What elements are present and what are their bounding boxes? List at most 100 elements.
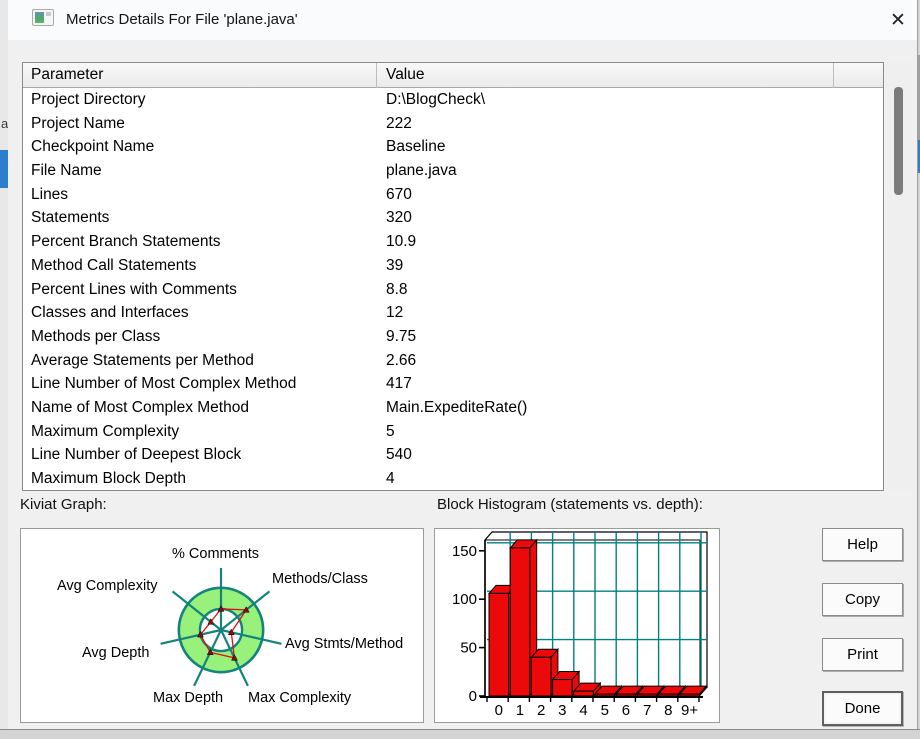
parameter-cell: Checkpoint Name	[31, 138, 155, 156]
value-cell: 222	[386, 114, 412, 132]
table-row[interactable]: Maximum Complexity 5	[23, 420, 883, 444]
print-button[interactable]: Print	[822, 638, 903, 671]
kiviat-axis-label-comments: % Comments	[172, 546, 260, 562]
table-row[interactable]: Checkpoint Name Baseline	[23, 135, 883, 159]
close-button[interactable]: ✕	[890, 9, 906, 31]
table-row[interactable]: Classes and Interfaces 12	[23, 301, 883, 325]
histogram-bar	[530, 656, 552, 697]
copy-button[interactable]: Copy	[822, 583, 903, 616]
table-row[interactable]: Maximum Block Depth 4	[23, 467, 883, 490]
background-selection-fragment	[916, 140, 920, 173]
histogram-y-tick-label: 50	[460, 640, 477, 657]
kiviat-axis-label-avg-depth: Avg Depth	[82, 645, 150, 661]
histogram-x-tick-label: 3	[558, 702, 566, 719]
histogram-y-tick-label: 150	[452, 543, 477, 560]
kiviat-data-marker	[207, 618, 215, 625]
kiviat-data-marker	[231, 654, 238, 661]
table-row[interactable]: Percent Branch Statements 10.9	[23, 230, 883, 254]
vertical-scrollbar[interactable]	[886, 62, 912, 491]
parameter-cell: Line Number of Most Complex Method	[31, 375, 297, 393]
value-cell: 10.9	[386, 233, 417, 251]
value-cell: 8.8	[386, 280, 408, 298]
table-row[interactable]: Line Number of Deepest Block 540	[23, 443, 883, 467]
histogram-x-tick-label: 7	[643, 702, 651, 719]
metrics-table: Parameter Value Project Directory D:\Blog…	[22, 62, 884, 491]
value-cell: D:\BlogCheck\	[386, 91, 486, 108]
histogram-section-label: Block Histogram (statements vs. depth):	[437, 496, 703, 513]
histogram-bar	[488, 592, 509, 697]
parameter-cell: Method Call Statements	[31, 256, 197, 274]
histogram-y-tick-label: 0	[469, 688, 477, 705]
histogram-y-tick-label: 100	[452, 591, 477, 608]
value-cell: 9.75	[386, 327, 417, 345]
metrics-table-body: Project Directory D:\BlogCheck\ Project Na…	[23, 88, 883, 490]
table-row[interactable]: Project Directory D:\BlogCheck\	[23, 88, 883, 112]
kiviat-axis-label-max-complexity: Max Complexity	[248, 690, 352, 706]
histogram-x-tick-label: 4	[579, 702, 587, 719]
histogram-x-tick-label: 2	[537, 702, 545, 719]
histogram-bar	[594, 693, 615, 697]
parameter-cell: Project Name	[31, 114, 125, 132]
value-cell: 39	[386, 256, 404, 274]
scrollbar-thumb[interactable]	[894, 87, 903, 195]
column-header-blank	[834, 63, 883, 88]
column-header-value[interactable]: Value	[377, 63, 834, 88]
parameter-cell: Statements	[31, 209, 110, 227]
table-row[interactable]: Statements 320	[23, 206, 883, 230]
value-cell: 4	[386, 470, 395, 487]
kiviat-spoke	[160, 628, 222, 645]
done-button[interactable]: Done	[822, 691, 903, 726]
parameter-cell: File Name	[31, 162, 102, 180]
value-cell: Baseline	[386, 138, 446, 156]
kiviat-section-label: Kiviat Graph:	[20, 496, 107, 513]
table-row[interactable]: Name of Most Complex Method Main.Expedite…	[23, 396, 883, 420]
kiviat-axis-label-max-depth: Max Depth	[153, 690, 224, 706]
table-row[interactable]: Methods per Class 9.75	[23, 325, 883, 349]
histogram-bar	[679, 693, 700, 697]
kiviat-axis-label-methods-class: Methods/Class	[272, 571, 368, 587]
value-cell: 2.66	[386, 351, 417, 369]
table-row[interactable]: Project Name 222	[23, 112, 883, 136]
window-title: Metrics Details For File 'plane.java'	[66, 11, 298, 28]
table-row[interactable]: Lines 670	[23, 183, 883, 207]
kiviat-axis-label-avg-stmts: Avg Stmts/Method	[285, 636, 404, 652]
kiviat-axis-label-avg-complexity: Avg Complexity	[57, 578, 158, 594]
table-row[interactable]: Method Call Statements 39	[23, 254, 883, 278]
app-icon-picture	[35, 12, 44, 23]
table-row[interactable]: Average Statements per Method 2.66	[23, 349, 883, 373]
parameter-cell: Average Statements per Method	[31, 351, 254, 369]
table-row[interactable]: File Name plane.java	[23, 159, 883, 183]
value-cell: 320	[386, 209, 412, 227]
table-header: Parameter Value	[23, 63, 883, 88]
histogram-x-tick-label: 5	[601, 702, 609, 719]
column-header-parameter[interactable]: Parameter	[23, 63, 377, 88]
parameter-cell: Percent Branch Statements	[31, 233, 221, 251]
kiviat-data-marker	[242, 606, 250, 613]
kiviat-data-marker	[227, 628, 235, 635]
parameter-cell: Percent Lines with Comments	[31, 280, 237, 298]
background-text-fragment: a	[1, 116, 9, 131]
histogram-x-tick-label: 6	[622, 702, 630, 719]
value-cell: 540	[386, 446, 412, 464]
value-cell: Main.ExpediteRate()	[386, 398, 528, 416]
histogram-bar	[509, 547, 531, 697]
histogram-bar	[636, 693, 658, 697]
kiviat-spoke	[193, 629, 222, 687]
kiviat-data-marker	[197, 630, 204, 638]
histogram-bar	[552, 679, 573, 697]
kiviat-radar-chart	[160, 568, 282, 687]
parameter-cell: Methods per Class	[31, 327, 161, 345]
background-selection-fragment	[0, 150, 8, 188]
parameter-cell: Lines	[31, 185, 69, 203]
app-icon-strip	[46, 12, 51, 16]
histogram-bar	[573, 690, 594, 697]
table-row[interactable]: Line Number of Most Complex Method 417	[23, 372, 883, 396]
title-bar[interactable]: Metrics Details For File 'plane.java' ✕	[8, 0, 917, 40]
kiviat-data-marker	[206, 648, 214, 655]
background-window-sliver-right	[916, 0, 920, 739]
value-cell: 670	[386, 185, 412, 203]
help-button[interactable]: Help	[822, 528, 903, 561]
table-row[interactable]: Percent Lines with Comments 8.8	[23, 278, 883, 302]
